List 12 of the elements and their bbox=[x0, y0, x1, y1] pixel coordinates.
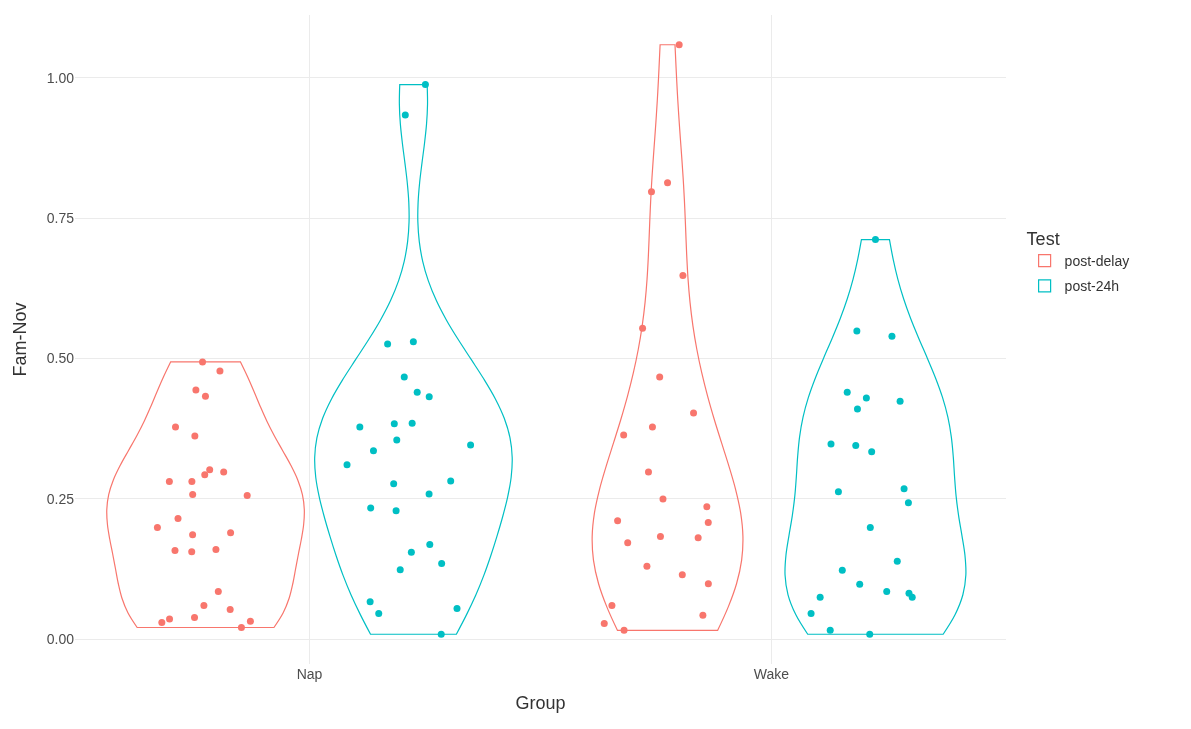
legend-label: post-24h bbox=[1064, 278, 1120, 295]
y-tick-label: 0.00 bbox=[46, 631, 75, 648]
y-tick-label: 0.75 bbox=[46, 210, 75, 227]
y-tick-label: 0.25 bbox=[46, 490, 75, 507]
x-tick-label: Nap bbox=[296, 666, 323, 682]
legend-title: Test bbox=[1026, 229, 1060, 250]
x-tick-label: Wake bbox=[753, 666, 790, 682]
y-tick-label: 1.00 bbox=[46, 69, 75, 86]
x-axis-title: Group bbox=[515, 693, 566, 714]
y-tick-label: 0.50 bbox=[46, 350, 75, 367]
legend-label: post-delay bbox=[1064, 253, 1130, 270]
y-axis-title: Fam-Nov bbox=[9, 302, 30, 377]
